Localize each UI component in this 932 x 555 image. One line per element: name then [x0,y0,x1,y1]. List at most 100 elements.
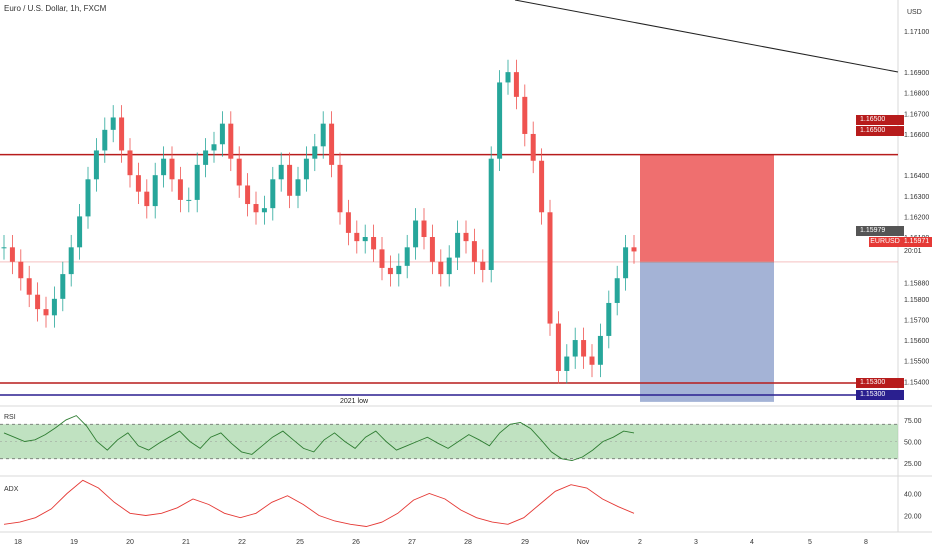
candle-body [446,257,452,275]
rsi-line [3,415,635,461]
price-tick-label: 1.15500 [904,359,929,366]
rsi-tick-label: 25.00 [904,461,922,468]
candle-body [26,278,32,295]
candle-body [614,278,620,303]
candle-body [77,216,83,248]
candle-body [379,249,385,268]
symbol-tag: EURUSD [869,237,901,247]
date-tick-label: 3 [694,539,698,546]
candle-body [51,298,57,316]
candle-body [261,208,267,213]
candle-body [413,220,419,248]
date-tick-label: 18 [14,539,22,546]
price-tick-label: 1.15800 [904,297,929,304]
candle-body [303,158,309,180]
candle-body [345,212,351,233]
candle-body [421,220,427,238]
trend-line [514,0,899,73]
date-tick-label: 27 [408,539,416,546]
level-tag-153: 1.15300 [856,378,904,388]
candle-body [505,72,511,83]
date-tick-label: 20 [126,539,134,546]
candle-body [245,185,251,205]
date-tick-label: Nov [577,539,590,546]
candle-body [102,129,108,151]
price-tick-label: 1.15600 [904,338,929,345]
candle-body [68,247,74,275]
candle-body [219,123,225,145]
candle-body [387,267,393,275]
date-tick-label: 22 [238,539,246,546]
adx-tick-label: 40.00 [904,492,922,499]
candle-body [203,150,209,165]
rsi-label: RSI [4,414,16,421]
date-tick-label: 19 [70,539,78,546]
candle-body [186,199,192,201]
candle-body [110,117,116,130]
current-price-tag: 1.15979 [856,226,904,236]
price-tick-label: 1.17100 [904,29,929,36]
date-tick-label: 5 [808,539,812,546]
candle-body [631,247,637,252]
date-tick-label: 21 [182,539,190,546]
candle-body [513,72,519,97]
adx-label: ADX [4,486,19,493]
candle-body [522,96,528,134]
candle-body [295,179,301,196]
price-tick-label: 1.16200 [904,214,929,221]
candle-body [9,247,15,262]
candle-body [278,164,284,180]
date-tick-label: 4 [750,539,754,546]
candle-body [35,294,41,310]
candle-body [404,247,410,266]
candle-body [320,123,326,147]
candle-body [606,302,612,336]
candle-body [564,356,570,371]
candle-body [152,175,158,207]
candle-body [169,158,175,180]
rsi-tick-label: 75.00 [904,418,922,425]
date-tick-label: 2 [638,539,642,546]
candle-body [371,237,377,250]
candle-body [135,175,141,192]
candle-body [18,261,24,279]
candle-body [161,158,167,176]
price-tick-label: 1.16700 [904,111,929,118]
candle-body [396,265,402,275]
level-annotation: 2021 low [340,398,369,405]
candle-body [488,158,494,270]
candle-body [480,261,486,270]
price-tick-label: 1.16400 [904,173,929,180]
price-value-tag: 1.15971 [901,237,932,247]
candle-body [572,340,578,357]
adx-tick-label: 20.00 [904,514,922,521]
level-tag-165: 1.16500 [856,126,904,136]
candle-body [194,164,200,200]
level-tag-2021-low: 1.15300 [856,390,904,400]
candle-body [362,237,368,242]
candle-body [93,150,99,180]
candle-body [60,274,66,299]
candle-body [438,261,444,275]
price-tick-label: 1.16600 [904,132,929,139]
take-profit-zone [640,261,774,402]
candle-body [555,323,561,371]
candle-body [589,356,595,365]
candle-body [236,158,242,186]
price-tick-label: 1.16300 [904,194,929,201]
price-tick-label: 1.15400 [904,379,929,386]
chart-title: Euro / U.S. Dollar, 1h, FXCM [4,4,107,13]
price-tick-label: 1.16800 [904,91,929,98]
candle-body [329,123,335,165]
price-tick-label: 1.15880 [904,280,929,287]
price-tick-label: 1.15700 [904,317,929,324]
price-tag-165: 1.16500 [856,115,904,125]
currency-label: USD [907,9,922,16]
candle-body [43,309,49,316]
adx-line [3,479,635,527]
candle-body [497,82,503,159]
candle-body [530,133,536,161]
date-tick-label: 8 [864,539,868,546]
